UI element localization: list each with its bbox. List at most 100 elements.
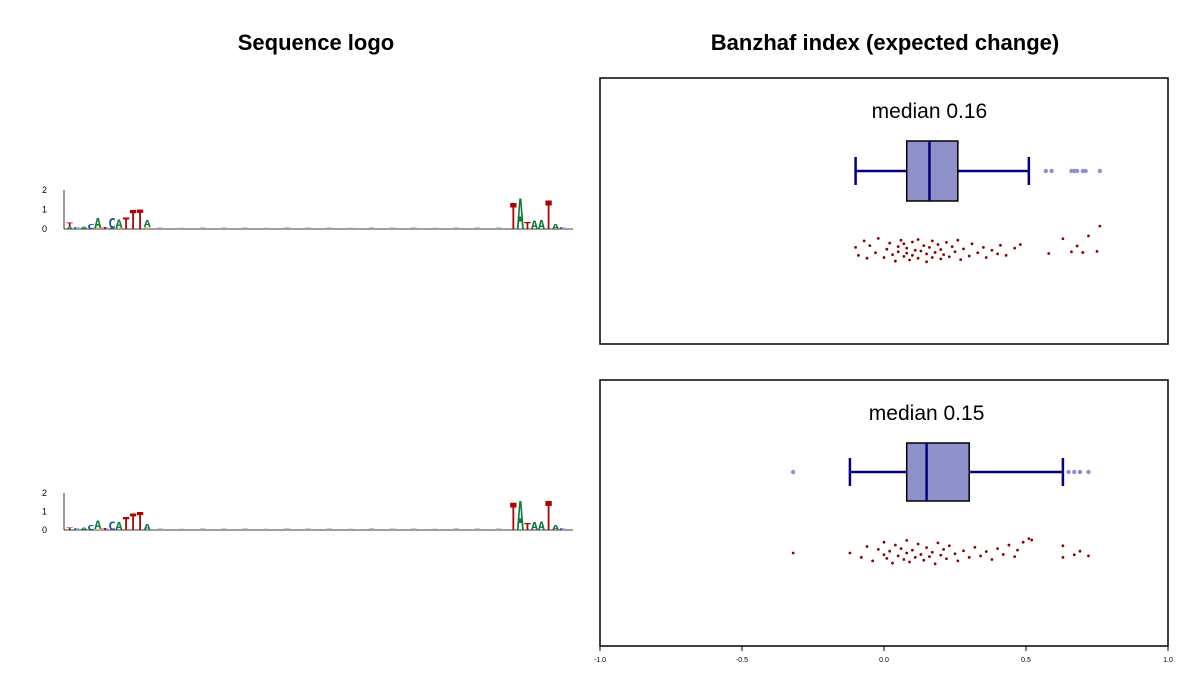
outlier-point (1043, 168, 1049, 174)
data-point (1061, 237, 1065, 241)
data-point (942, 548, 946, 551)
logo-letter-A: A (80, 527, 88, 531)
panel-frame (599, 77, 1169, 345)
data-point (848, 551, 852, 555)
data-point (857, 253, 860, 257)
data-point (1087, 234, 1090, 238)
data-point (882, 256, 886, 259)
data-point (854, 246, 857, 249)
data-point (1001, 553, 1005, 556)
data-point (956, 238, 960, 242)
logo-letter-T: T (66, 222, 74, 229)
data-point (950, 245, 954, 249)
data-point (1075, 244, 1079, 248)
logo-letter-C: C (108, 217, 115, 233)
data-point (902, 255, 906, 258)
logo-letter-A: A (538, 519, 546, 533)
x-axis-tick-label: 0.5 (1021, 657, 1031, 664)
data-point (876, 237, 880, 240)
data-point (945, 557, 948, 561)
data-point (925, 260, 928, 264)
data-point (936, 243, 940, 246)
data-point (902, 242, 906, 246)
logo-letter-A: A (552, 223, 559, 231)
data-point (925, 252, 928, 256)
data-point (893, 543, 897, 547)
data-point (876, 548, 880, 551)
data-point (905, 246, 909, 250)
data-point (953, 552, 957, 556)
data-point (1007, 543, 1011, 547)
data-point (874, 251, 877, 255)
data-point (967, 254, 971, 258)
data-point (947, 544, 951, 548)
data-point (922, 558, 926, 562)
data-point (865, 256, 869, 260)
data-point (911, 253, 914, 257)
outlier-point (1097, 168, 1103, 174)
data-point (976, 251, 980, 255)
data-point (871, 559, 875, 563)
logo-letter-T: T (101, 528, 108, 531)
logo-letter-C: C (108, 519, 115, 533)
logo-letter-A: A (517, 191, 525, 240)
outlier-point (1072, 469, 1077, 475)
logo-letter-T: T (129, 205, 136, 236)
data-point (905, 551, 909, 555)
data-point (928, 246, 931, 249)
data-point (953, 250, 957, 254)
data-point (1061, 555, 1065, 559)
data-point (862, 239, 866, 243)
data-point (1081, 251, 1085, 254)
data-point (973, 545, 977, 549)
data-point (1027, 537, 1031, 540)
data-point (1098, 224, 1102, 228)
x-axis-tick-label: 1.0 (1163, 657, 1173, 664)
logo-letter-A: A (94, 518, 102, 532)
data-point (1021, 540, 1025, 544)
logo-letter-C: C (73, 528, 80, 531)
boxplot-panel-2: median 0.15 (599, 379, 1169, 647)
logo-letter-T: T (136, 507, 143, 536)
logo-letter-A: A (80, 226, 88, 230)
logo-letter-C: C (559, 227, 566, 230)
logo-letter-T: T (545, 494, 552, 540)
data-point (962, 549, 965, 553)
logo-letter-C: C (559, 528, 566, 531)
data-point (1072, 553, 1076, 557)
x-axis-tick-label: -0.5 (736, 657, 748, 664)
logo-letter-A: A (517, 494, 525, 540)
data-point (925, 546, 928, 549)
data-point (990, 558, 994, 561)
logo-letter-T: T (524, 521, 532, 532)
logo-y-tick-label: 0 (42, 525, 47, 535)
outlier-point (790, 469, 796, 475)
logo-letter-T: T (122, 514, 129, 535)
data-point (1004, 253, 1008, 257)
data-point (1030, 538, 1034, 542)
logo-letter-T: T (101, 227, 108, 230)
logo-letter-A: A (115, 520, 123, 533)
data-point (911, 240, 914, 244)
logo-y-tick-label: 1 (42, 205, 47, 215)
data-point (899, 238, 903, 242)
data-point (928, 555, 931, 558)
data-point (947, 255, 951, 259)
data-point (902, 558, 906, 561)
data-point (1047, 252, 1051, 255)
data-point (999, 243, 1002, 247)
data-point (919, 553, 923, 556)
logo-letter-T: T (510, 197, 517, 238)
data-point (1013, 555, 1017, 558)
outlier-point (1086, 469, 1091, 475)
logo-letter-G: G (115, 228, 122, 229)
outlier-point (1049, 168, 1054, 174)
boxplot-panel-1: median 0.16 (599, 77, 1169, 345)
logo-letter-A: A (66, 227, 74, 230)
data-point (930, 239, 934, 243)
data-point (996, 252, 999, 256)
data-point (916, 256, 920, 260)
data-point (791, 551, 795, 555)
